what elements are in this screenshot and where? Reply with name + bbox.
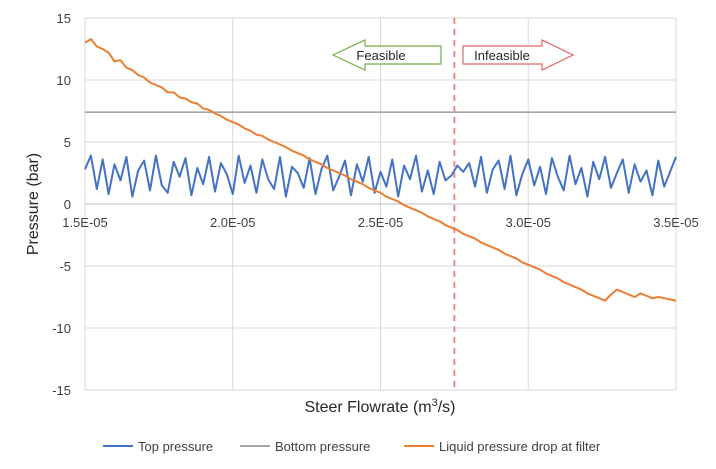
legend: Top pressure Bottom pressure Liquid pressu… [103, 439, 601, 454]
top-pressure-line [84, 154, 677, 198]
infeasible-arrow [462, 39, 575, 71]
x-tick-label: 2.5E-05 [358, 215, 404, 230]
y-axis-title: Pressure (bar) [25, 153, 42, 255]
y-tick-label: -5 [59, 259, 71, 274]
liquid-pressure-drop-line [84, 38, 677, 302]
y-tick-label: -15 [52, 383, 71, 398]
x-tick-label: 2.0E-05 [210, 215, 256, 230]
legend-liquid-pressure-drop-label: Liquid pressure drop at filter [439, 439, 601, 454]
axis-titles: Steer Flowrate (m3/s) Pressure (bar) [25, 153, 456, 416]
tick-labels: 15 10 5 0 -5 -10 -15 1.5E-05 2.0E-05 2.5E-05 3.0E-… [52, 11, 699, 398]
legend-bottom-pressure-label: Bottom pressure [275, 439, 370, 454]
grid-lines [84, 17, 677, 391]
y-tick-label: 0 [64, 197, 71, 212]
y-tick-label: 5 [64, 135, 71, 150]
feasible-arrow [331, 39, 442, 71]
legend-top-pressure-label: Top pressure [138, 439, 213, 454]
x-tick-label: 1.5E-05 [62, 215, 108, 230]
y-tick-label: 10 [57, 73, 71, 88]
annotations-layer: Feasible Infeasible [331, 39, 575, 71]
x-axis-title: Steer Flowrate (m3/s) [304, 397, 455, 416]
x-tick-label: 3.5E-05 [653, 215, 699, 230]
y-tick-label: 15 [57, 11, 71, 26]
feasible-label: Feasible [356, 48, 405, 63]
y-tick-label: -10 [52, 321, 71, 336]
x-tick-label: 3.0E-05 [505, 215, 551, 230]
series-layer [84, 38, 677, 302]
infeasible-label: Infeasible [474, 48, 530, 63]
